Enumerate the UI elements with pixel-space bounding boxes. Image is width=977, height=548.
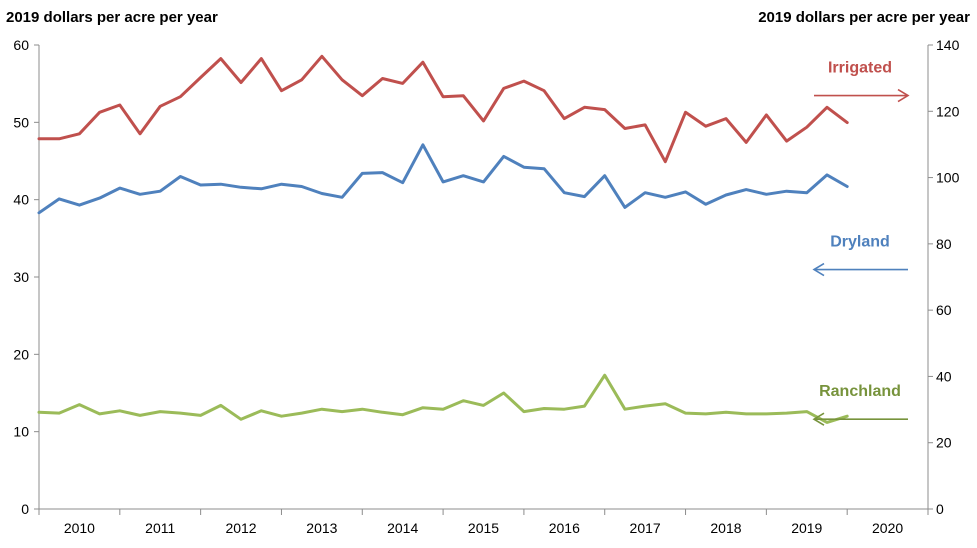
x-tick-label: 2015 [468,520,499,536]
left-tick-label: 30 [13,269,29,285]
left-tick-label: 0 [21,501,29,517]
series-label-dryland: Dryland [830,234,890,251]
right-axis-ticks: 0 20 40 60 80 100 120 140 [928,37,960,517]
x-tick-label: 2012 [225,520,256,536]
right-tick-label: 40 [936,368,952,384]
series-label-ranchland: Ranchland [819,383,901,400]
series-label-irrigated: Irrigated [828,60,892,77]
left-axis-title: 2019 dollars per acre per year [6,9,218,26]
x-tick-label: 2020 [872,520,903,536]
left-tick-label: 60 [13,37,29,53]
right-tick-label: 60 [936,302,952,318]
x-tick-label: 2013 [306,520,337,536]
x-tick-label: 2019 [791,520,822,536]
right-tick-label: 0 [936,501,944,517]
right-axis-title: 2019 dollars per acre per year [758,9,970,26]
series-line-dryland [37,143,849,215]
series-line-ranchland [37,373,849,424]
left-tick-label: 10 [13,424,29,440]
x-axis-ticks: 2010 2011 2012 2013 2014 2015 2016 2017 2018 2019… [38,509,929,536]
arrow-left-icon [812,412,825,426]
right-tick-label: 140 [936,37,960,53]
x-tick-label: 2010 [64,520,95,536]
x-tick-label: 2017 [630,520,661,536]
left-tick-label: 40 [13,192,29,208]
left-axis-ticks: 0 10 20 30 40 50 60 [13,37,39,517]
right-tick-label: 100 [936,170,960,186]
x-tick-label: 2016 [549,520,580,536]
right-tick-label: 80 [936,236,952,252]
x-tick-label: 2018 [710,520,741,536]
series-layer: Irrigated Dryland Ranchland [37,54,910,426]
left-tick-label: 20 [13,346,29,362]
x-tick-label: 2011 [145,520,175,536]
left-tick-label: 50 [13,114,29,130]
arrow-left-icon [812,262,825,277]
arrow-right-icon [897,88,910,103]
series-line-irrigated [37,54,849,164]
right-tick-label: 120 [936,103,960,119]
right-tick-label: 20 [936,435,952,451]
x-tick-label: 2014 [387,520,418,536]
